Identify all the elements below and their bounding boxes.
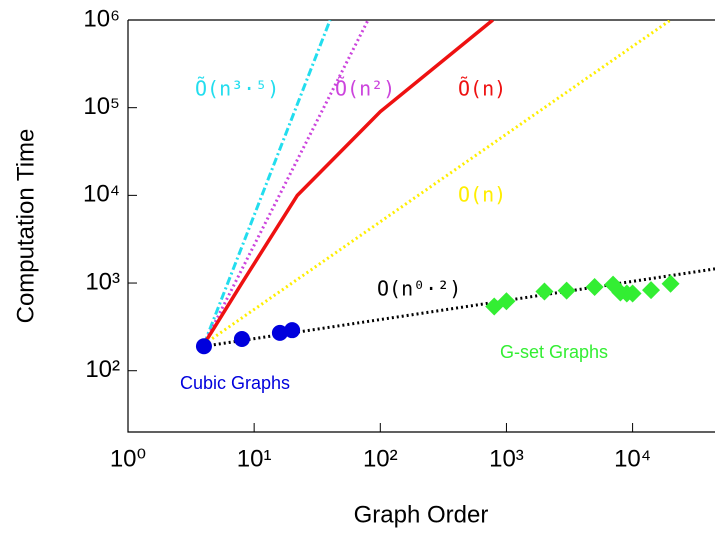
point: [585, 278, 604, 297]
point: [195, 338, 212, 355]
x-tick-label: 10⁰: [110, 445, 146, 472]
point: [284, 322, 301, 339]
point: [661, 274, 680, 293]
series-label: O(n⁰·²): [377, 277, 461, 301]
point: [642, 281, 661, 300]
y-axis-title: Computation Time: [12, 129, 39, 324]
series-label: G-set Graphs: [500, 342, 608, 362]
y-tick-label: 10⁶: [83, 5, 120, 32]
x-tick-label: 10⁴: [614, 445, 651, 472]
fit-line: [202, 20, 332, 345]
plot-area: [195, 20, 715, 355]
series-label: O(n): [458, 183, 506, 207]
series-label: Õ(n²): [335, 77, 395, 101]
series-label: Cubic Graphs: [180, 373, 290, 393]
fit-line: [202, 20, 370, 345]
series-label: Õ(n³·⁵): [195, 77, 279, 101]
y-tick-label: 10⁵: [83, 93, 120, 120]
y-tick-label: 10⁴: [83, 181, 120, 208]
point: [623, 284, 642, 303]
point: [271, 324, 288, 341]
x-tick-label: 10³: [489, 445, 524, 472]
point: [233, 330, 250, 347]
point: [557, 281, 576, 300]
point: [535, 282, 554, 301]
point: [497, 292, 516, 311]
series-label: Õ(n): [458, 77, 506, 101]
x-tick-label: 10²: [363, 445, 398, 472]
y-tick-label: 10³: [85, 268, 120, 295]
y-tick-label: 10²: [85, 356, 120, 383]
fit-line: [202, 20, 494, 346]
x-axis-title: Graph Order: [354, 501, 489, 528]
x-tick-label: 10¹: [237, 445, 272, 472]
